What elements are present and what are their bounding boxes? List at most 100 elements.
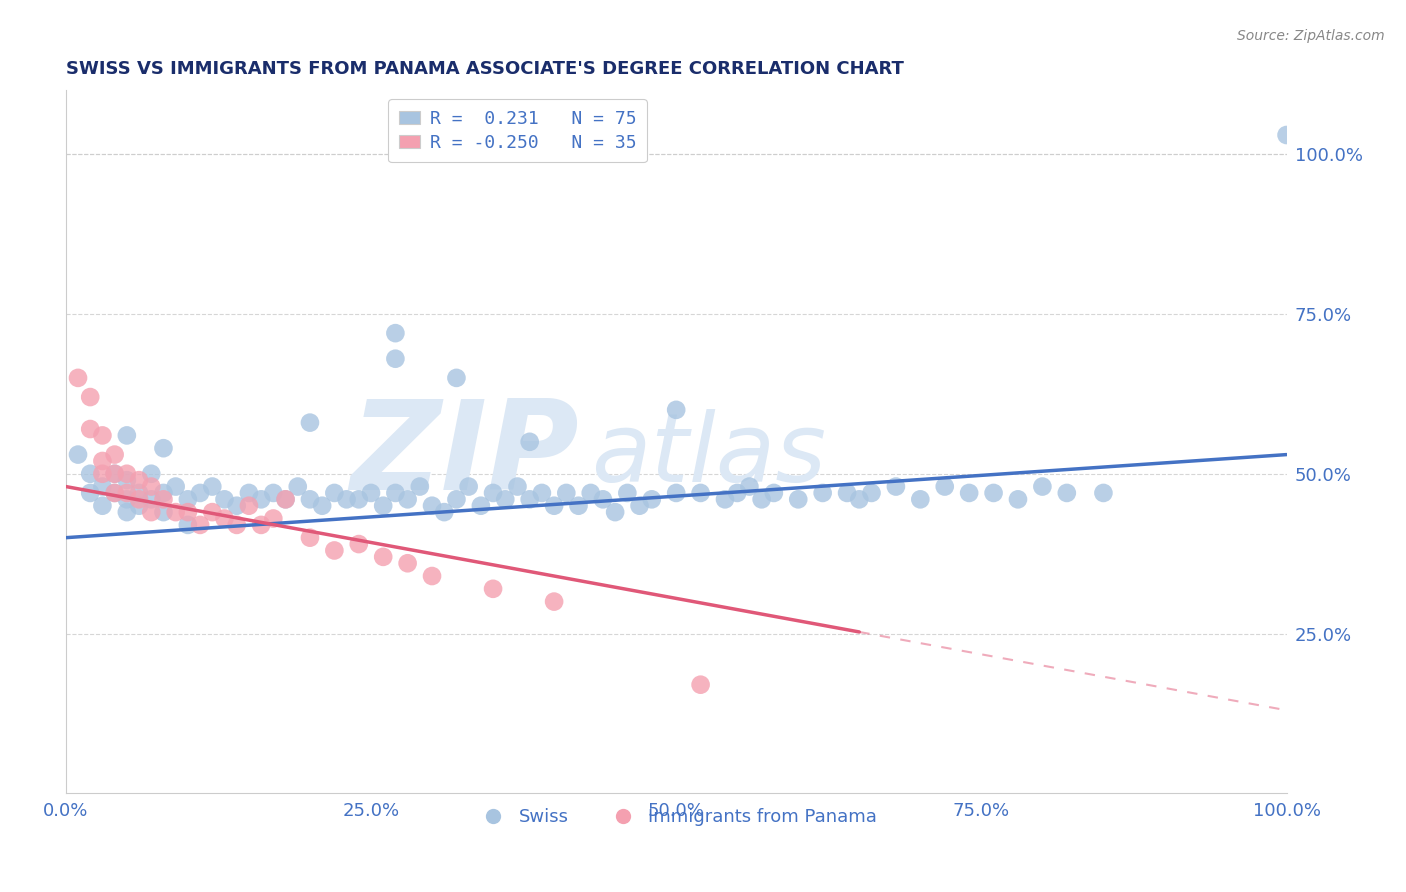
Point bbox=[579, 486, 602, 500]
Point bbox=[165, 505, 187, 519]
Point bbox=[725, 486, 748, 500]
Point bbox=[530, 486, 553, 500]
Point bbox=[1275, 128, 1298, 142]
Point bbox=[238, 486, 260, 500]
Point bbox=[66, 448, 89, 462]
Point bbox=[298, 492, 321, 507]
Point bbox=[104, 486, 127, 500]
Point bbox=[225, 517, 247, 532]
Point bbox=[409, 479, 432, 493]
Point bbox=[128, 486, 150, 500]
Point bbox=[957, 486, 980, 500]
Point bbox=[983, 486, 1005, 500]
Point bbox=[335, 492, 357, 507]
Point bbox=[1031, 479, 1053, 493]
Point bbox=[457, 479, 479, 493]
Point bbox=[373, 549, 395, 564]
Point bbox=[311, 499, 333, 513]
Point bbox=[152, 441, 174, 455]
Point bbox=[104, 467, 127, 481]
Point bbox=[860, 486, 883, 500]
Point bbox=[177, 505, 200, 519]
Point bbox=[689, 678, 711, 692]
Point bbox=[433, 505, 456, 519]
Point bbox=[115, 467, 138, 481]
Point bbox=[79, 467, 101, 481]
Legend: Swiss, Immigrants from Panama: Swiss, Immigrants from Panama bbox=[468, 801, 884, 833]
Point bbox=[446, 371, 468, 385]
Point bbox=[543, 499, 565, 513]
Point bbox=[506, 479, 529, 493]
Point bbox=[225, 499, 247, 513]
Point bbox=[152, 505, 174, 519]
Point bbox=[104, 448, 127, 462]
Point bbox=[446, 492, 468, 507]
Point bbox=[347, 492, 370, 507]
Point bbox=[201, 505, 224, 519]
Point bbox=[188, 517, 211, 532]
Point bbox=[470, 499, 492, 513]
Point bbox=[714, 492, 737, 507]
Point bbox=[738, 479, 761, 493]
Point bbox=[287, 479, 309, 493]
Point bbox=[384, 326, 406, 340]
Point bbox=[128, 499, 150, 513]
Point bbox=[262, 511, 284, 525]
Point bbox=[323, 486, 346, 500]
Point bbox=[396, 556, 419, 570]
Point bbox=[274, 492, 297, 507]
Point bbox=[373, 499, 395, 513]
Text: atlas: atlas bbox=[591, 409, 825, 502]
Point bbox=[115, 492, 138, 507]
Point bbox=[250, 492, 273, 507]
Point bbox=[274, 492, 297, 507]
Text: SWISS VS IMMIGRANTS FROM PANAMA ASSOCIATE'S DEGREE CORRELATION CHART: SWISS VS IMMIGRANTS FROM PANAMA ASSOCIAT… bbox=[66, 60, 904, 78]
Point bbox=[91, 428, 114, 442]
Point bbox=[115, 505, 138, 519]
Point bbox=[543, 594, 565, 608]
Point bbox=[482, 582, 505, 596]
Point bbox=[689, 486, 711, 500]
Point bbox=[762, 486, 785, 500]
Point bbox=[115, 473, 138, 487]
Point bbox=[665, 486, 688, 500]
Point bbox=[934, 479, 956, 493]
Point bbox=[1092, 486, 1115, 500]
Point bbox=[420, 569, 443, 583]
Point bbox=[910, 492, 932, 507]
Point bbox=[91, 454, 114, 468]
Point bbox=[104, 486, 127, 500]
Point bbox=[628, 499, 651, 513]
Point bbox=[104, 467, 127, 481]
Point bbox=[165, 479, 187, 493]
Point bbox=[201, 479, 224, 493]
Point bbox=[787, 492, 810, 507]
Point bbox=[641, 492, 664, 507]
Point bbox=[152, 492, 174, 507]
Point bbox=[79, 390, 101, 404]
Point bbox=[250, 517, 273, 532]
Point bbox=[396, 492, 419, 507]
Point bbox=[141, 479, 163, 493]
Point bbox=[298, 416, 321, 430]
Point bbox=[214, 492, 236, 507]
Point bbox=[128, 492, 150, 507]
Point bbox=[420, 499, 443, 513]
Point bbox=[665, 402, 688, 417]
Point bbox=[177, 517, 200, 532]
Point bbox=[91, 479, 114, 493]
Point bbox=[115, 428, 138, 442]
Point bbox=[141, 467, 163, 481]
Point bbox=[555, 486, 578, 500]
Point bbox=[751, 492, 773, 507]
Point bbox=[128, 473, 150, 487]
Point bbox=[482, 486, 505, 500]
Point bbox=[384, 351, 406, 366]
Point bbox=[323, 543, 346, 558]
Text: Source: ZipAtlas.com: Source: ZipAtlas.com bbox=[1237, 29, 1385, 44]
Point bbox=[811, 486, 834, 500]
Point bbox=[494, 492, 516, 507]
Point bbox=[592, 492, 614, 507]
Point bbox=[66, 371, 89, 385]
Point bbox=[835, 486, 858, 500]
